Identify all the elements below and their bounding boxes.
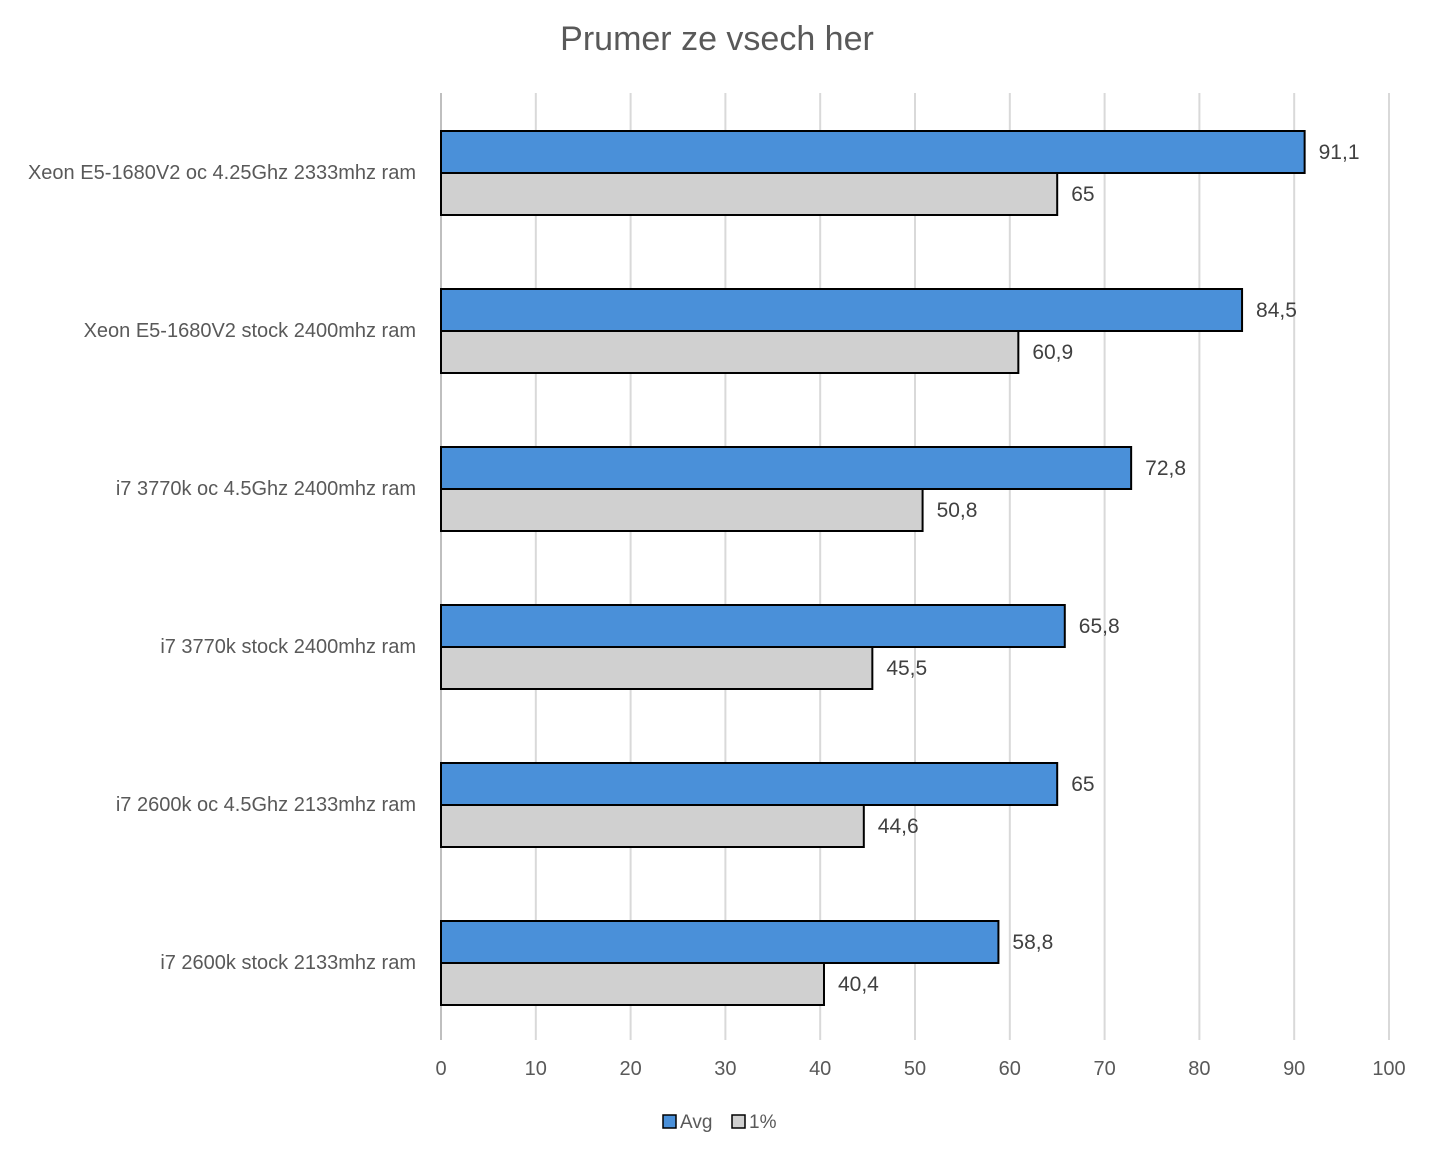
category-labels: Xeon E5-1680V2 oc 4.25Ghz 2333mhz ram Xeo… <box>28 162 416 974</box>
one-percent-bar <box>440 488 924 532</box>
data-label: 72,8 <box>1145 457 1186 480</box>
gridlines <box>440 93 1390 1040</box>
legend-swatch-one-percent <box>731 1114 746 1129</box>
avg-bar <box>440 604 1066 648</box>
bars: 91,1 65 84,5 60,9 72,8 50,8 65,8 45,5 65 44,6 58,8… <box>440 130 1360 1006</box>
x-tick-label: 40 <box>809 1058 831 1080</box>
x-tick-label: 20 <box>619 1058 641 1080</box>
x-tick-label: 60 <box>999 1058 1021 1080</box>
one-percent-bar <box>440 962 825 1006</box>
data-label: 65,8 <box>1079 615 1120 638</box>
x-axis-ticks: 0 10 20 30 40 50 60 70 80 90 100 <box>435 1058 1405 1080</box>
one-percent-bar <box>440 646 874 690</box>
avg-bar <box>440 446 1133 490</box>
data-label: 45,5 <box>886 657 927 680</box>
legend: Avg 1% <box>662 1112 777 1133</box>
legend-swatch-avg <box>662 1114 677 1129</box>
x-tick-label: 50 <box>904 1058 926 1080</box>
one-percent-bar <box>440 330 1020 374</box>
data-label: 60,9 <box>1032 341 1073 364</box>
data-label: 91,1 <box>1319 141 1360 164</box>
category-label: i7 3770k stock 2400mhz ram <box>160 636 416 658</box>
x-tick-label: 70 <box>1093 1058 1115 1080</box>
legend-label-one-percent: 1% <box>749 1112 777 1133</box>
avg-bar <box>440 130 1306 174</box>
data-label: 50,8 <box>937 499 978 522</box>
one-percent-bar <box>440 172 1059 216</box>
x-tick-label: 90 <box>1283 1058 1305 1080</box>
category-label: i7 2600k stock 2133mhz ram <box>160 952 416 974</box>
x-tick-label: 0 <box>435 1058 446 1080</box>
x-tick-label: 100 <box>1372 1058 1405 1080</box>
x-tick-label: 80 <box>1188 1058 1210 1080</box>
data-label: 44,6 <box>878 815 919 838</box>
one-percent-bar <box>440 804 865 848</box>
category-label: i7 3770k oc 4.5Ghz 2400mhz ram <box>116 478 416 500</box>
category-label: Xeon E5-1680V2 stock 2400mhz ram <box>84 320 416 342</box>
data-label: 65 <box>1071 183 1094 206</box>
avg-bar <box>440 762 1059 806</box>
category-label: Xeon E5-1680V2 oc 4.25Ghz 2333mhz ram <box>28 162 416 184</box>
category-label: i7 2600k oc 4.5Ghz 2133mhz ram <box>116 794 416 816</box>
avg-bar <box>440 920 1000 964</box>
data-label: 65 <box>1071 773 1094 796</box>
data-label: 58,8 <box>1012 931 1053 954</box>
chart-title: Prumer ze vsech her <box>560 20 874 58</box>
x-tick-label: 30 <box>714 1058 736 1080</box>
data-label: 84,5 <box>1256 299 1297 322</box>
data-label: 40,4 <box>838 973 879 996</box>
avg-bar <box>440 288 1244 332</box>
legend-label-avg: Avg <box>680 1112 712 1133</box>
x-tick-label: 10 <box>525 1058 547 1080</box>
